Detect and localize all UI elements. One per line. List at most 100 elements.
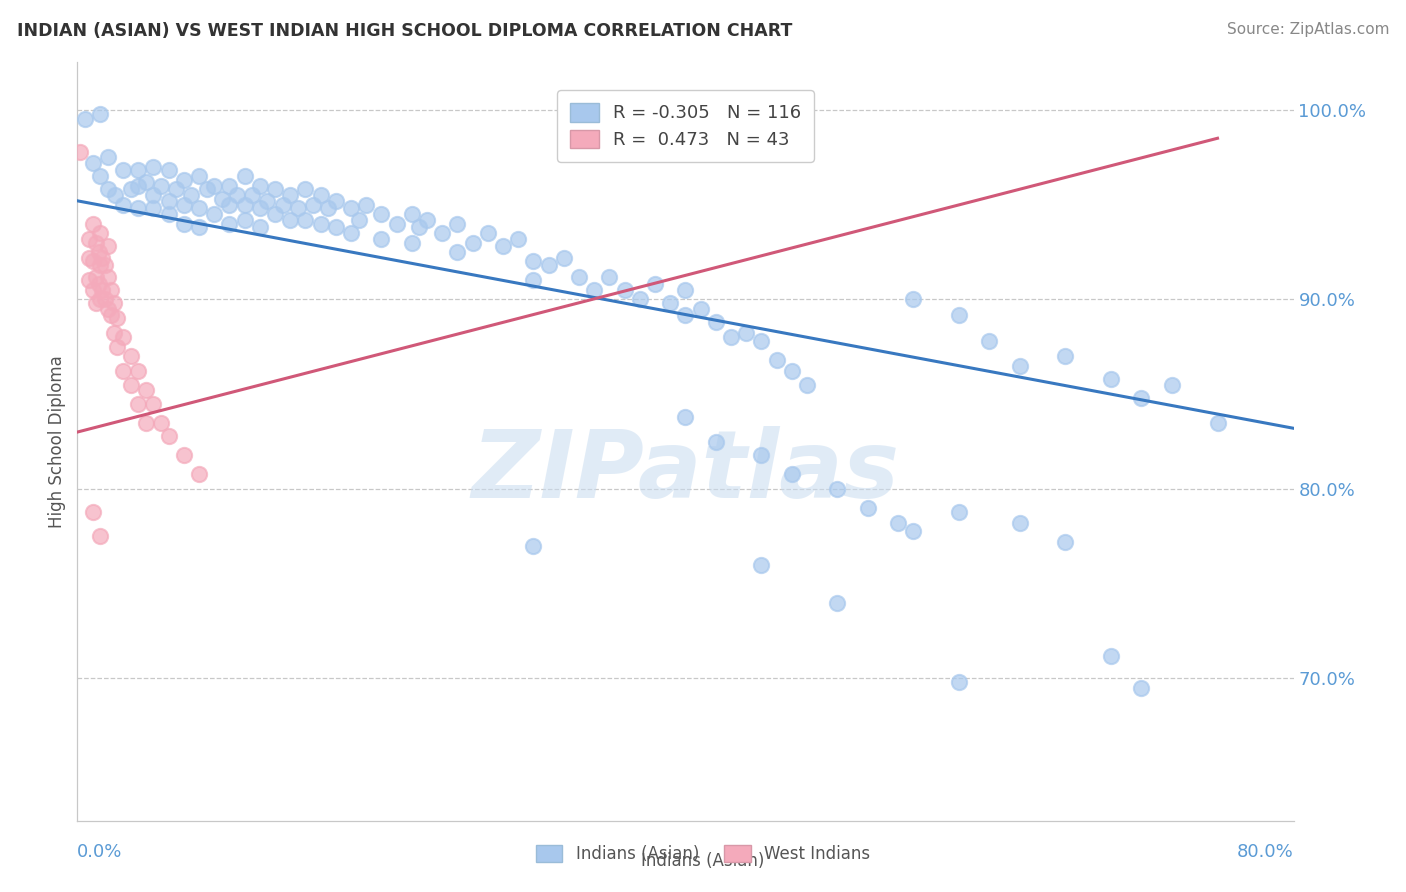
Point [82, 217, 104, 231]
Point [1099, 648, 1122, 663]
Point [89, 169, 111, 183]
Point [180, 188, 202, 202]
Point [111, 330, 134, 344]
Point [675, 308, 697, 322]
Point [796, 377, 818, 392]
Point [385, 217, 408, 231]
Point [278, 212, 301, 227]
Point [856, 500, 879, 515]
Point [89, 258, 111, 272]
Point [120, 182, 142, 196]
Point [689, 301, 711, 316]
Point [508, 232, 530, 246]
Point [461, 235, 484, 250]
Point [89, 529, 111, 543]
Point [827, 596, 849, 610]
Point [84, 296, 107, 310]
Point [1161, 377, 1184, 392]
Point [104, 188, 127, 202]
Point [287, 202, 309, 216]
Point [370, 207, 392, 221]
Point [111, 197, 134, 211]
Point [408, 220, 430, 235]
Point [135, 384, 157, 398]
Point [1008, 359, 1031, 373]
Point [553, 251, 575, 265]
Point [79, 251, 101, 265]
Point [87, 277, 110, 292]
Point [354, 197, 377, 211]
Point [735, 326, 758, 341]
Point [93, 293, 115, 307]
Point [644, 277, 666, 292]
Point [97, 150, 120, 164]
Point [127, 396, 149, 410]
Point [111, 163, 134, 178]
Point [97, 301, 120, 316]
Point [100, 283, 122, 297]
Point [887, 516, 910, 530]
Point [127, 178, 149, 193]
Point [704, 434, 727, 449]
Point [492, 239, 515, 253]
Point [127, 364, 149, 378]
Point [165, 182, 187, 196]
Point [100, 308, 122, 322]
Point [233, 197, 256, 211]
Point [751, 334, 773, 348]
Point [173, 173, 195, 187]
Point [188, 467, 211, 481]
Point [1054, 535, 1077, 549]
Point [103, 326, 125, 341]
Y-axis label: High School Diploma: High School Diploma [48, 355, 66, 528]
Point [157, 207, 180, 221]
Point [89, 226, 111, 240]
Point [105, 311, 128, 326]
Point [347, 212, 370, 227]
Point [142, 188, 165, 202]
Point [416, 212, 439, 227]
Text: INDIAN (ASIAN) VS WEST INDIAN HIGH SCHOOL DIPLOMA CORRELATION CHART: INDIAN (ASIAN) VS WEST INDIAN HIGH SCHOO… [17, 22, 792, 40]
Text: 80.0%: 80.0% [1237, 844, 1294, 862]
Point [135, 416, 157, 430]
Point [233, 169, 256, 183]
Point [149, 178, 172, 193]
Point [827, 482, 849, 496]
Point [659, 296, 682, 310]
Point [240, 188, 263, 202]
Point [79, 232, 101, 246]
Point [780, 364, 803, 378]
Point [751, 558, 773, 572]
Point [704, 315, 727, 329]
Point [188, 220, 211, 235]
Point [249, 178, 271, 193]
Point [401, 235, 423, 250]
Point [173, 448, 195, 462]
Point [157, 194, 180, 208]
Point [105, 340, 128, 354]
Point [628, 293, 651, 307]
Point [522, 539, 544, 553]
Point [218, 178, 240, 193]
Point [583, 283, 606, 297]
Point [173, 197, 195, 211]
Point [948, 675, 970, 690]
Point [195, 182, 218, 196]
Point [90, 283, 112, 297]
Point [278, 188, 301, 202]
Point [370, 232, 392, 246]
Point [82, 156, 104, 170]
Point [477, 226, 499, 240]
Point [948, 308, 970, 322]
Point [149, 416, 172, 430]
Point [537, 258, 560, 272]
Point [264, 207, 287, 221]
Point [325, 220, 347, 235]
Text: ZIPatlas: ZIPatlas [471, 425, 900, 518]
Point [1008, 516, 1031, 530]
Point [84, 269, 107, 284]
Point [120, 349, 142, 363]
Point [340, 226, 363, 240]
Point [89, 106, 111, 120]
Point [157, 429, 180, 443]
